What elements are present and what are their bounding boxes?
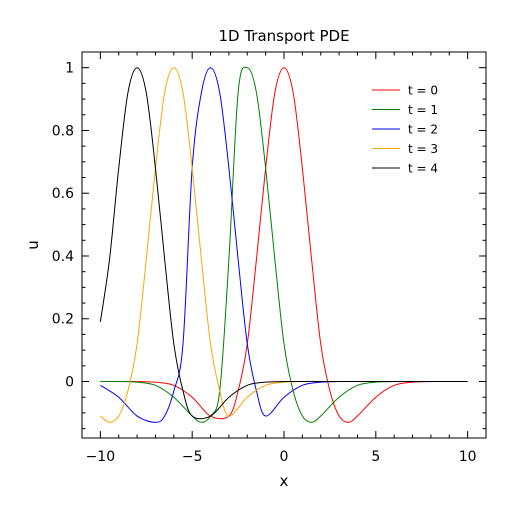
- y-tick-label-1: 0.2: [52, 312, 74, 328]
- series-line-4: [99, 67, 468, 420]
- x-tick-label-4: 10: [459, 449, 477, 465]
- x-tick-label-0: −10: [86, 449, 116, 465]
- y-tick-label-5: 1: [65, 61, 74, 77]
- y-axis-label: u: [24, 240, 42, 250]
- x-tick-label-1: −5: [182, 449, 203, 465]
- legend-label-3: t = 3: [408, 142, 438, 156]
- legend: t = 0 t = 1 t = 2 t = 3 t = 4: [372, 84, 438, 176]
- y-tick-label-2: 0.4: [52, 249, 74, 265]
- y-tick-label-3: 0.6: [52, 186, 74, 202]
- y-tick-label-0: 0: [65, 375, 74, 391]
- x-axis-ticks: −10 −5 0 5 10: [81, 52, 487, 465]
- chart-title: 1D Transport PDE: [218, 27, 349, 45]
- y-axis-ticks: 0 0.2 0.4 0.6 0.8 1: [52, 61, 486, 430]
- series-lines: [99, 66, 468, 423]
- x-tick-label-2: 0: [280, 449, 289, 465]
- series-line-0: [100, 67, 468, 423]
- x-axis-label: x: [280, 472, 289, 490]
- legend-label-0: t = 0: [408, 84, 438, 98]
- y-tick-label-4: 0.8: [52, 123, 74, 139]
- x-tick-label-3: 5: [371, 449, 380, 465]
- legend-label-4: t = 4: [408, 162, 438, 176]
- legend-label-2: t = 2: [408, 123, 438, 137]
- legend-label-1: t = 1: [408, 103, 438, 117]
